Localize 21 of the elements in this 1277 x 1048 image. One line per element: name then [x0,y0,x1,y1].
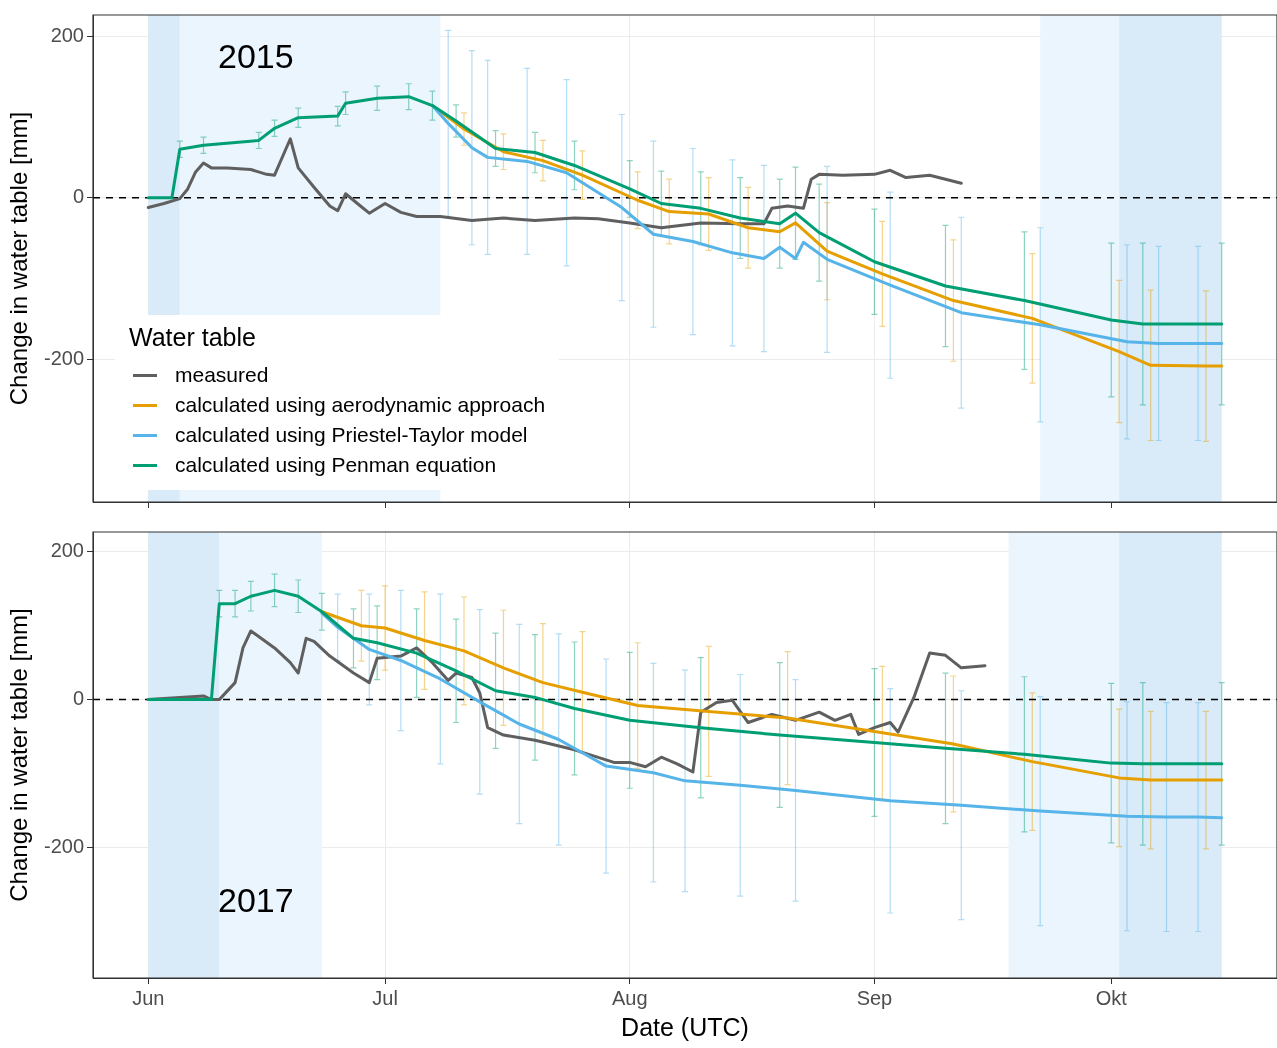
legend-title: Water table [129,323,257,352]
legend-label: calculated using Penman equation [175,453,497,477]
x-axis-title: Date (UTC) [621,1012,749,1041]
y-tick-label: 200 [50,23,84,46]
y-tick-label: 0 [72,185,84,208]
x-tick-label: Okt [1095,986,1128,1009]
x-tick-label: Jul [372,986,398,1009]
y-tick-label: 0 [72,687,84,710]
y-tick-label: 200 [50,539,84,562]
x-tick-label: Sep [856,986,893,1009]
y-axis-title: Change in water table [mm] [5,111,33,406]
y-tick-label: -200 [43,834,84,857]
y-axis-title: Change in water table [mm] [5,608,33,902]
legend-label: calculated using Priestel-Taylor model [175,423,528,447]
x-tick-label: Jun [132,986,165,1009]
text: 2015 [218,37,294,76]
legend-label: calculated using aerodynamic approach [175,393,546,417]
x-tick-label: Aug [611,986,648,1009]
legend-label: measured [175,363,269,387]
text: 2017 [218,881,294,920]
y-tick-label: -200 [43,347,84,370]
